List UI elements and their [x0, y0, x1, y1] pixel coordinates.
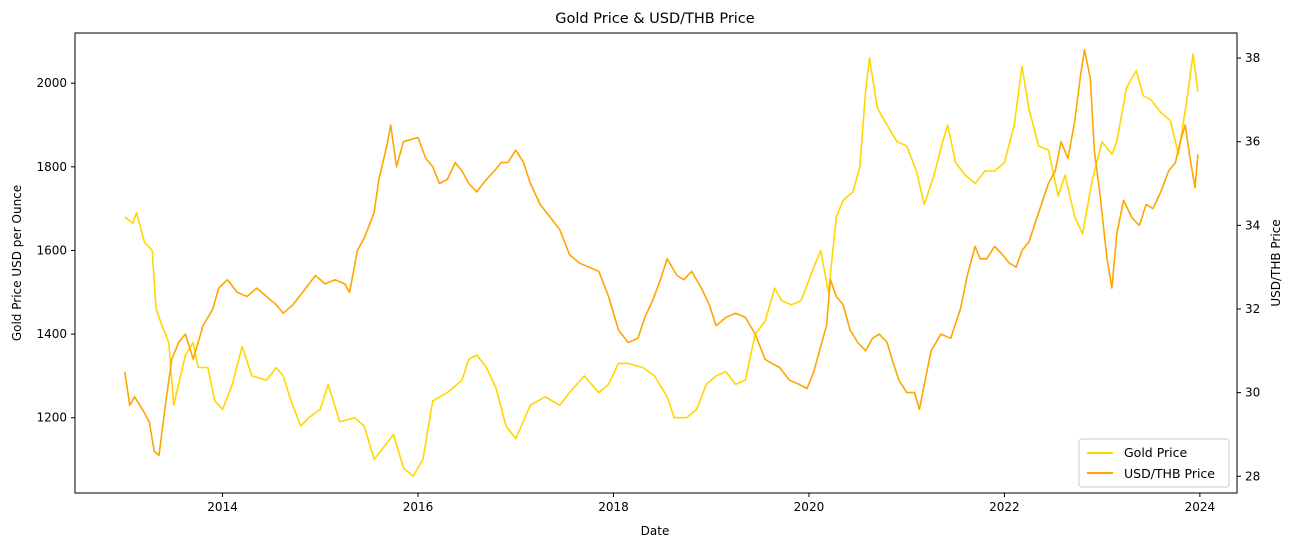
plot-lines [124, 48, 1199, 478]
legend-box [1078, 438, 1230, 488]
x-axis-label: Date [641, 524, 670, 538]
y-right-tick-label: 32 [1245, 302, 1260, 316]
y-right-axis-ticks: 28 30 32 34 36 38 [1237, 51, 1260, 483]
y-left-tick-label: 2000 [36, 76, 67, 90]
series-line-usd-thb-price [124, 48, 1199, 457]
y-right-axis-label: USD/THB Price [1269, 219, 1283, 306]
plot-frame [74, 32, 1238, 494]
y-right-tick-label: 28 [1245, 469, 1260, 483]
x-tick-label: 2022 [989, 500, 1020, 514]
x-axis-ticks: 2014 2016 2018 2020 2022 2024 [207, 493, 1215, 514]
y-right-tick-label: 30 [1245, 386, 1260, 400]
legend: Gold Price USD/THB Price [1078, 438, 1230, 488]
y-left-tick-label: 1200 [36, 411, 67, 425]
x-tick-label: 2016 [403, 500, 434, 514]
y-right-tick-label: 38 [1245, 51, 1260, 65]
y-left-axis-label: Gold Price USD per Ounce [10, 185, 24, 341]
y-left-tick-label: 1800 [36, 160, 67, 174]
chart-title: Gold Price & USD/THB Price [555, 11, 754, 27]
y-left-axis-ticks: 1200 1400 1600 1800 2000 [36, 76, 75, 425]
y-right-tick-label: 34 [1245, 218, 1260, 232]
x-tick-label: 2024 [1185, 500, 1216, 514]
legend-gold-label: Gold Price [1124, 445, 1188, 460]
y-left-tick-label: 1600 [36, 243, 67, 257]
y-right-tick-label: 36 [1245, 135, 1260, 149]
y-left-tick-label: 1400 [36, 327, 67, 341]
x-tick-label: 2020 [794, 500, 825, 514]
series-line-gold-price [124, 53, 1199, 478]
x-tick-label: 2018 [598, 500, 629, 514]
legend-thb-label: USD/THB Price [1124, 466, 1215, 481]
x-tick-label: 2014 [207, 500, 238, 514]
